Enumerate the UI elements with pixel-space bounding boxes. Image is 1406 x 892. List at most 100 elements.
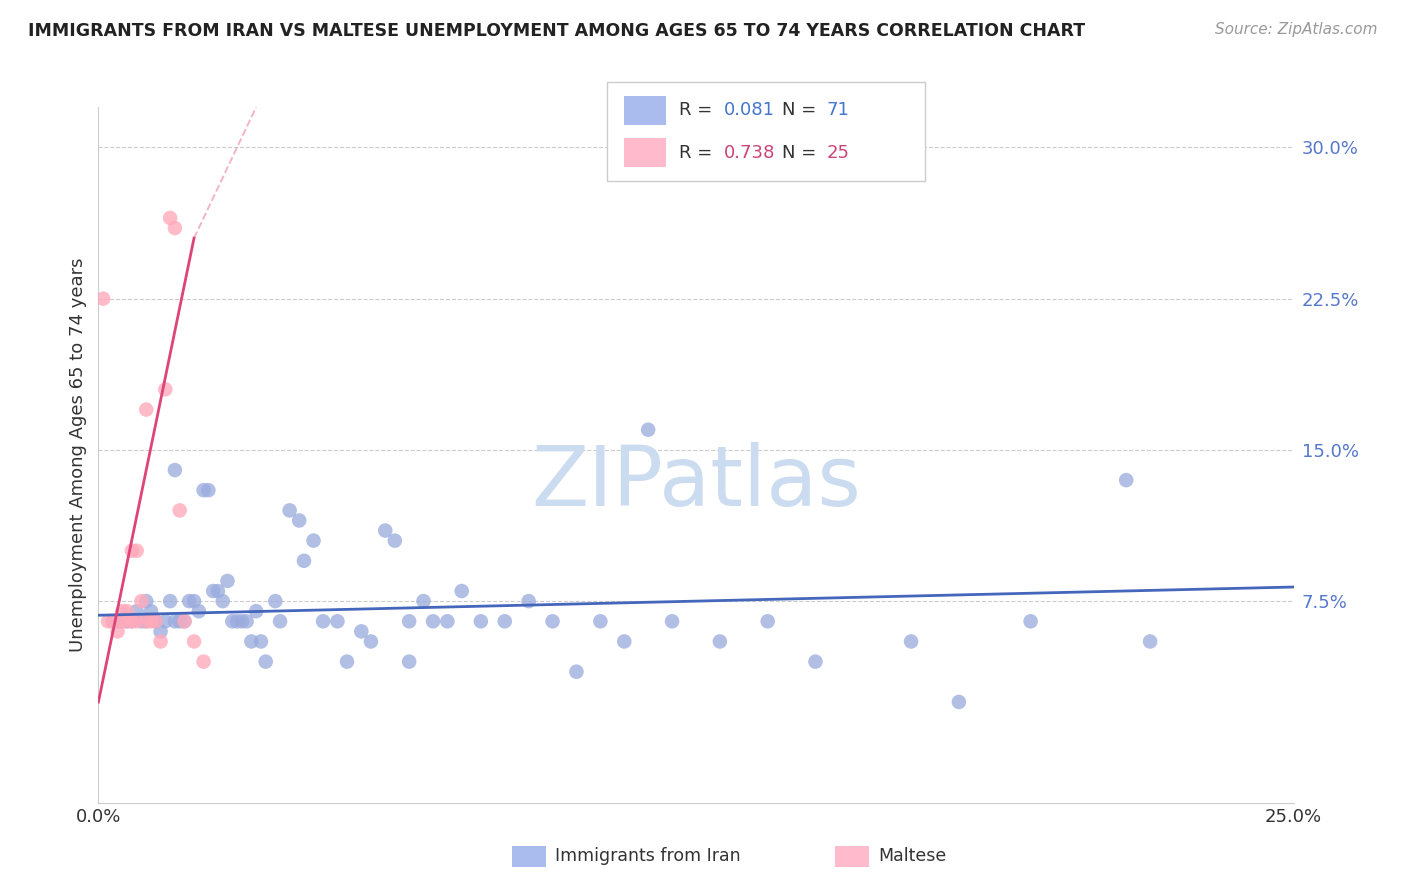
Point: [804, 655, 827, 669]
Point: [494, 615, 516, 629]
Point: [197, 483, 219, 498]
Point: [121, 543, 143, 558]
Point: [254, 655, 277, 669]
Point: [336, 655, 359, 669]
Text: 71: 71: [827, 102, 849, 120]
Point: [412, 594, 434, 608]
Point: [240, 634, 263, 648]
Point: [121, 615, 143, 629]
Point: [169, 503, 191, 517]
Point: [107, 615, 129, 629]
Point: [135, 594, 157, 608]
Point: [163, 615, 186, 629]
Text: Immigrants from Iran: Immigrants from Iran: [555, 847, 741, 865]
Point: [115, 615, 138, 629]
Point: [111, 615, 134, 629]
Point: [121, 615, 143, 629]
Point: [163, 463, 186, 477]
Text: 0.081: 0.081: [724, 102, 775, 120]
Point: [125, 615, 148, 629]
Point: [139, 604, 162, 618]
Point: [948, 695, 970, 709]
Point: [288, 513, 311, 527]
Point: [183, 594, 205, 608]
Point: [517, 594, 540, 608]
Text: 0.738: 0.738: [724, 144, 776, 161]
Point: [661, 615, 683, 629]
Point: [350, 624, 373, 639]
Point: [589, 615, 612, 629]
Point: [245, 604, 267, 618]
Point: [101, 615, 124, 629]
Point: [900, 634, 922, 648]
Point: [709, 634, 731, 648]
Point: [374, 524, 396, 538]
Text: N =: N =: [782, 144, 821, 161]
Text: Maltese: Maltese: [879, 847, 948, 865]
Point: [264, 594, 287, 608]
Text: 25: 25: [827, 144, 849, 161]
Text: R =: R =: [679, 144, 718, 161]
Point: [125, 604, 148, 618]
Point: [115, 604, 138, 618]
Point: [235, 615, 257, 629]
Text: N =: N =: [782, 102, 821, 120]
Text: R =: R =: [679, 102, 718, 120]
Point: [384, 533, 406, 548]
Point: [1115, 473, 1137, 487]
Point: [292, 554, 315, 568]
Point: [312, 615, 335, 629]
Y-axis label: Unemployment Among Ages 65 to 74 years: Unemployment Among Ages 65 to 74 years: [69, 258, 87, 652]
Point: [470, 615, 492, 629]
Point: [131, 615, 153, 629]
Point: [163, 221, 186, 235]
Point: [193, 483, 215, 498]
Point: [326, 615, 349, 629]
Point: [169, 615, 191, 629]
Point: [450, 584, 472, 599]
Point: [250, 634, 273, 648]
Point: [398, 655, 420, 669]
Point: [173, 615, 195, 629]
Point: [231, 615, 253, 629]
Point: [131, 594, 153, 608]
Point: [1019, 615, 1042, 629]
Point: [155, 383, 177, 397]
Point: [111, 604, 134, 618]
Point: [97, 615, 120, 629]
Point: [221, 615, 243, 629]
Point: [756, 615, 779, 629]
Point: [101, 615, 124, 629]
Point: [187, 604, 209, 618]
Point: [91, 292, 114, 306]
Point: [302, 533, 325, 548]
Point: [125, 543, 148, 558]
Point: [398, 615, 420, 629]
Point: [202, 584, 225, 599]
Point: [135, 402, 157, 417]
Point: [183, 634, 205, 648]
Point: [173, 615, 195, 629]
Point: [135, 615, 157, 629]
Point: [360, 634, 382, 648]
Point: [565, 665, 588, 679]
Point: [111, 615, 134, 629]
Point: [179, 594, 201, 608]
Point: [541, 615, 564, 629]
Point: [155, 615, 177, 629]
Point: [436, 615, 458, 629]
Point: [145, 615, 167, 629]
Point: [159, 211, 181, 225]
Text: IMMIGRANTS FROM IRAN VS MALTESE UNEMPLOYMENT AMONG AGES 65 TO 74 YEARS CORRELATI: IMMIGRANTS FROM IRAN VS MALTESE UNEMPLOY…: [28, 22, 1085, 40]
Point: [149, 624, 172, 639]
Point: [149, 634, 172, 648]
Point: [613, 634, 636, 648]
Point: [226, 615, 249, 629]
Point: [139, 615, 162, 629]
Point: [107, 624, 129, 639]
Point: [278, 503, 301, 517]
Point: [269, 615, 291, 629]
Point: [422, 615, 444, 629]
Point: [637, 423, 659, 437]
Text: ZIPatlas: ZIPatlas: [531, 442, 860, 524]
